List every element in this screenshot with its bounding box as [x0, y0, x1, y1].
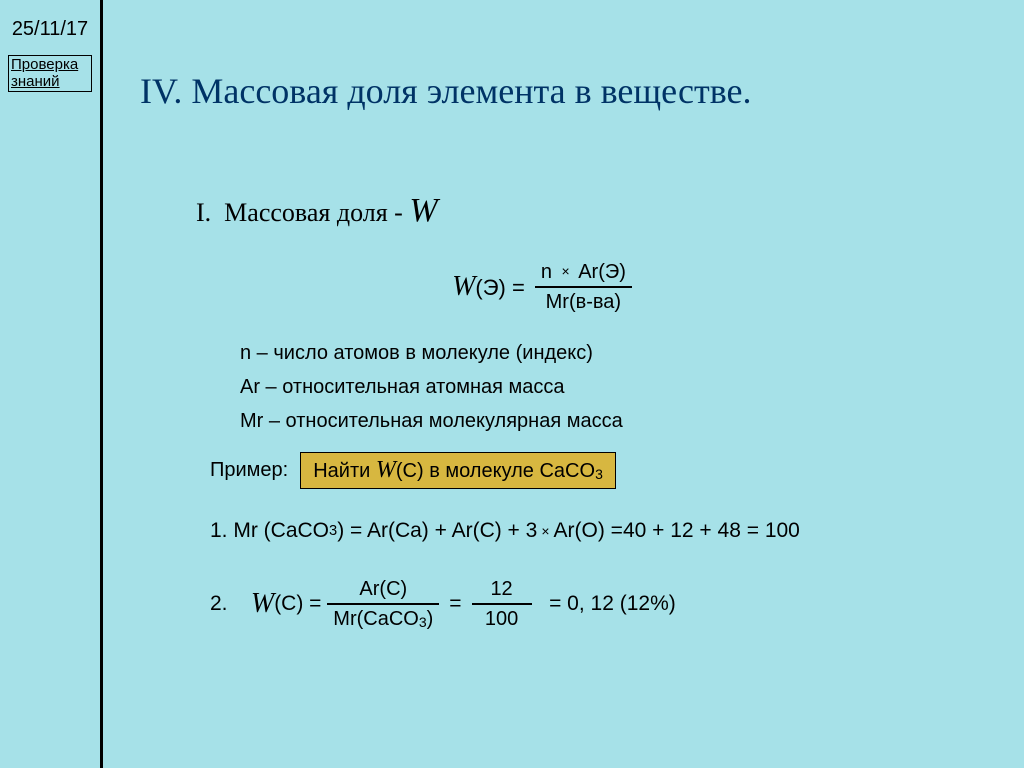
- date-text: 25/11/17: [0, 18, 100, 41]
- def-ar: Ar – относительная атомная масса: [240, 370, 1004, 404]
- formula-lhs: W(Э) =: [452, 271, 525, 303]
- knowledge-check-line1: Проверка: [11, 56, 78, 73]
- step2-num: 2.: [210, 592, 228, 616]
- example-row: Пример: Найти W(C) в молекуле CaCO3: [210, 452, 1004, 489]
- step-1: 1. Mr (CaCO3) = Ar(Ca) + Ar(C) + 3×Ar(O)…: [210, 519, 1004, 543]
- example-label: Пример:: [210, 459, 288, 482]
- step2-lhs-arg: (C) =: [274, 592, 321, 616]
- step2-frac2-num: 12: [484, 577, 518, 603]
- step1-lhs-b: ) = Ar(Ca) + Ar(C) + 3: [337, 519, 537, 543]
- knowledge-check-box[interactable]: Проверка знаний: [8, 55, 92, 92]
- def-n: n – число атомов в молекуле (индекс): [240, 336, 1004, 370]
- formula-ar: Ar(Э): [578, 261, 626, 283]
- slide: 25/11/17 Проверка знаний IV. Массовая до…: [0, 0, 1024, 768]
- w-symbol-example: W: [376, 457, 396, 483]
- formula-numerator: n × Ar(Э): [535, 260, 632, 286]
- step2-frac1-den-b: ): [427, 608, 434, 630]
- step1-sub: 3: [329, 523, 337, 539]
- step1-rhs: Ar(O) =40 + 12 + 48 = 100: [554, 519, 800, 543]
- formula-fraction: n × Ar(Э) Mr(в-ва): [535, 260, 632, 314]
- step2-eq1: =: [439, 592, 471, 616]
- vertical-divider: [100, 0, 103, 768]
- knowledge-check-line2: знаний: [11, 73, 60, 90]
- definitions-block: n – число атомов в молекуле (индекс) Ar …: [240, 336, 1004, 438]
- step2-fraction-1: Ar(C) Mr(CaCO3): [327, 577, 439, 631]
- step2-result: = 0, 12 (12%): [549, 592, 676, 616]
- formula-mult: ×: [558, 263, 574, 279]
- formula-n: n: [541, 261, 552, 283]
- section-label: Массовая доля -: [224, 198, 409, 227]
- slide-title: IV. Массовая доля элемента в веществе.: [140, 70, 1004, 112]
- example-task-mid: (C) в молекуле CaCO: [396, 460, 595, 482]
- section-number: I.: [196, 198, 211, 227]
- step1-num: 1.: [210, 519, 228, 543]
- w-symbol-formula: W: [452, 271, 475, 302]
- main-formula: W(Э) = n × Ar(Э) Mr(в-ва): [80, 260, 1004, 314]
- example-task-prefix: Найти: [313, 460, 376, 482]
- main-content: IV. Массовая доля элемента в веществе. I…: [110, 0, 1024, 768]
- def-mr: Mr – относительная молекулярная масса: [240, 404, 1004, 438]
- w-symbol-step2: W: [251, 588, 274, 620]
- step1-lhs-a: Mr (CaCO: [233, 519, 329, 543]
- formula-lhs-arg: (Э) =: [475, 275, 524, 300]
- step2-frac2-den: 100: [479, 605, 524, 631]
- example-task-box: Найти W(C) в молекуле CaCO3: [300, 452, 616, 489]
- step1-mult: ×: [537, 523, 553, 539]
- w-symbol: W: [409, 192, 437, 229]
- formula-denominator: Mr(в-ва): [540, 288, 627, 314]
- left-rail: 25/11/17 Проверка знаний: [0, 0, 100, 768]
- step2-frac1-num: Ar(C): [353, 577, 413, 603]
- example-task-sub: 3: [595, 466, 603, 482]
- section-heading: I. Массовая доля - W: [196, 192, 1004, 230]
- step2-fraction-2: 12 100: [472, 577, 532, 631]
- step2-frac1-den-a: Mr(CaCO: [333, 608, 419, 630]
- step2-frac1-den: Mr(CaCO3): [327, 605, 439, 631]
- step-2: 2. W(C) = Ar(C) Mr(CaCO3) = 12 100 = 0, …: [210, 577, 1004, 631]
- step2-frac1-den-sub: 3: [419, 614, 427, 630]
